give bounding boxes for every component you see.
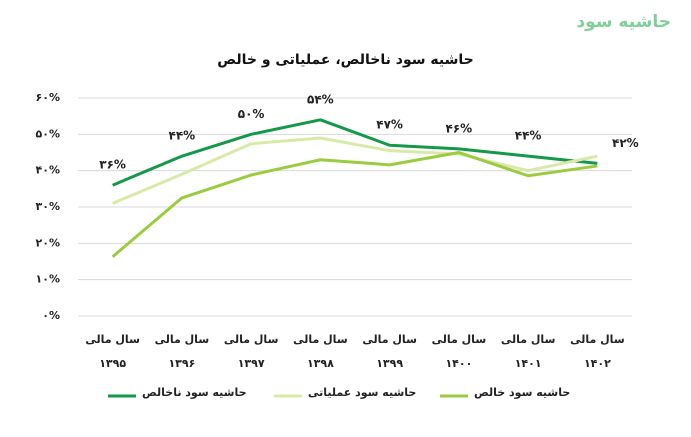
x-tick-label: سال مالی ۱۴۰۲ [570,333,625,370]
x-tick-label: سال مالی ۱۳۹۹ [362,333,417,370]
x-tick-label: سال مالی ۱۴۰۱ [500,333,556,370]
series-line [111,151,598,258]
data-label: ۴۶% [446,121,473,135]
y-tick-label: ۳۰% [36,200,60,213]
legend-label: حاشیه سود خالص [474,386,571,399]
legend-label: حاشیه سود ناخالص [142,386,247,399]
chart-title: حاشیه سود ناخالص، عملیاتی و خالص [217,52,474,68]
data-label: ۴۲% [612,136,639,150]
y-tick-label: ۴۰% [36,164,60,177]
series-line [112,136,598,205]
data-label: ۴۴% [169,129,196,143]
header: حاشیه سود [576,12,671,32]
data-label: ۵۴% [307,92,334,106]
x-tick-label: سال مالی ۱۳۹۸ [293,333,348,370]
data-label: ۵۰% [238,107,265,121]
x-tick-label: سال مالی ۱۳۹۵ [85,333,140,370]
data-label: ۴۴% [515,129,542,143]
y-tick-label: ۶۰% [36,91,60,104]
y-tick-label: ۱۰% [36,273,60,286]
y-tick-label: ۵۰% [36,127,60,140]
y-tick-label: ۲۰% [36,236,60,249]
data-label: ۳۶% [99,158,126,172]
y-tick-label: ۰% [42,309,60,322]
series-line [112,118,598,187]
x-tick-label: سال مالی ۱۴۰۰ [431,333,487,370]
legend-label: حاشیه سود عملیاتی [308,386,417,399]
x-tick-label: سال مالی ۱۳۹۷ [223,333,279,370]
data-label: ۴۷% [376,118,403,132]
x-tick-label: سال مالی ۱۳۹۶ [154,333,210,370]
